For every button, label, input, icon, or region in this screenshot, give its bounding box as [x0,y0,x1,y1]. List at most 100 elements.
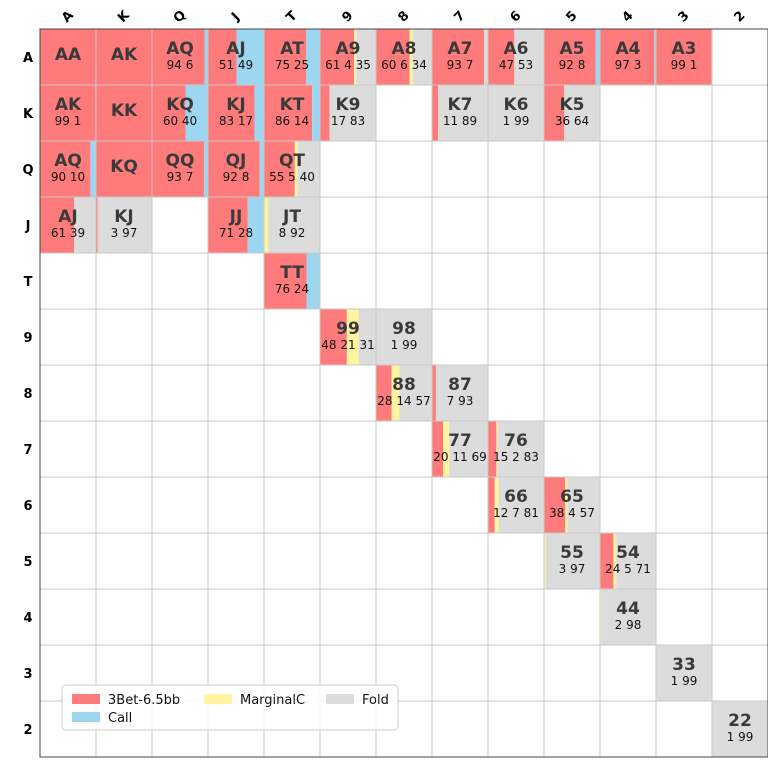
freq-segment-3bet-6-5bb [600,533,614,589]
freq-segment-fold [601,589,656,645]
freq-segment-marginalc [613,533,617,589]
freq-label: 12 7 81 [493,506,539,520]
freq-segment-3bet-6-5bb [320,309,347,365]
freq-label: 1 99 [727,730,754,744]
freq-label: 28 14 57 [377,394,430,408]
hand-label: K6 [503,95,528,115]
freq-segment-call [90,141,96,197]
hand-label: JJ [229,207,243,227]
col-label: 7 [451,8,468,25]
freq-segment-3bet-6-5bb [208,141,260,197]
hand-cell [264,85,320,141]
freq-segment-fold [712,701,768,757]
freq-label: 94 6 [167,58,194,72]
freq-label: 83 17 [219,114,253,128]
freq-segment-3bet-6-5bb [40,141,91,197]
hand-cell [376,365,432,421]
hand-cell [264,197,320,253]
freq-segment-3bet-6-5bb [432,85,439,141]
freq-label: 51 49 [219,58,253,72]
freq-segment-fold [358,309,376,365]
freq-segment-fold [399,365,432,421]
freq-segment-fold [435,365,488,421]
freq-segment-fold [376,309,432,365]
row-label: 2 [23,723,32,738]
freq-label: 1 99 [671,674,698,688]
freq-segment-marginalc [443,421,450,477]
hand-label: 22 [728,711,752,731]
hand-label: 99 [336,319,360,339]
freq-segment-3bet-6-5bb [40,29,96,85]
freq-segment-fold [297,141,320,197]
freq-segment-call [306,29,320,85]
hand-label: K5 [559,95,584,115]
freq-label: 93 7 [447,58,474,72]
freq-label: 92 8 [223,170,250,184]
hand-cell [208,85,264,141]
row-label: J [25,219,31,234]
freq-segment-call [654,29,656,85]
hand-label: AQ [54,151,82,171]
hand-label: K7 [447,95,472,115]
freq-segment-3bet-6-5bb [488,421,497,477]
hand-cell [264,253,320,309]
freq-label: 36 64 [555,114,589,128]
hand-label: KJ [114,207,134,227]
hand-cell [320,29,376,85]
freq-segment-3bet-6-5bb [208,85,255,141]
freq-segment-3bet-6-5bb [96,197,98,253]
hand-cell [488,29,544,85]
freq-segment-3bet-6-5bb [432,29,485,85]
hand-label: 98 [392,319,416,339]
freq-segment-fold [497,421,544,477]
freq-label: 15 2 83 [493,450,539,464]
hand-cell [488,477,544,533]
freq-segment-fold [329,85,376,141]
freq-segment-3bet-6-5bb [264,141,295,197]
freq-segment-3bet-6-5bb [264,29,306,85]
hand-cell [656,645,712,701]
freq-segment-marginalc [496,421,498,477]
freq-segment-fold [438,85,488,141]
freq-label: 75 25 [275,58,309,72]
hand-label: K9 [335,95,360,115]
row-label: 6 [23,499,32,514]
freq-label: 99 1 [671,58,698,72]
freq-segment-call [204,29,208,85]
hand-cell [544,85,600,141]
freq-label: 55 5 40 [269,170,315,184]
freq-label: 61 4 35 [325,58,371,72]
freq-segment-marginalc [391,365,400,421]
col-label: A [59,8,77,26]
row-label: 9 [23,331,32,346]
freq-label: 17 83 [331,114,365,128]
hand-label: 76 [504,431,528,451]
legend-swatch [326,694,354,704]
freq-label: 71 28 [219,226,253,240]
legend-swatch [72,712,100,722]
row-label: 4 [23,611,32,626]
freq-segment-3bet-6-5bb [600,29,655,85]
freq-segment-marginalc [354,29,357,85]
freq-segment-3bet-6-5bb [376,365,392,421]
freq-segment-3bet-6-5bb [432,421,444,477]
hand-cell [208,197,264,253]
hand-cell [152,85,208,141]
freq-segment-3bet-6-5bb [264,85,313,141]
freq-label: 61 39 [51,226,85,240]
hand-label: 66 [504,487,528,507]
hand-cell [152,29,208,85]
legend-item-label: MarginalC [240,693,305,708]
freq-segment-3bet-6-5bb [320,29,355,85]
hand-cell [96,29,152,85]
freq-label: 8 92 [279,226,306,240]
hand-cell [320,309,376,365]
freq-label: 86 14 [275,114,309,128]
freq-segment-marginalc [565,477,568,533]
hand-cell [320,85,376,141]
freq-segment-3bet-6-5bb [488,29,515,85]
hand-cell [40,197,96,253]
freq-segment-3bet-6-5bb [96,141,152,197]
hand-label: AJ [58,207,77,227]
hand-label: 54 [616,543,640,563]
